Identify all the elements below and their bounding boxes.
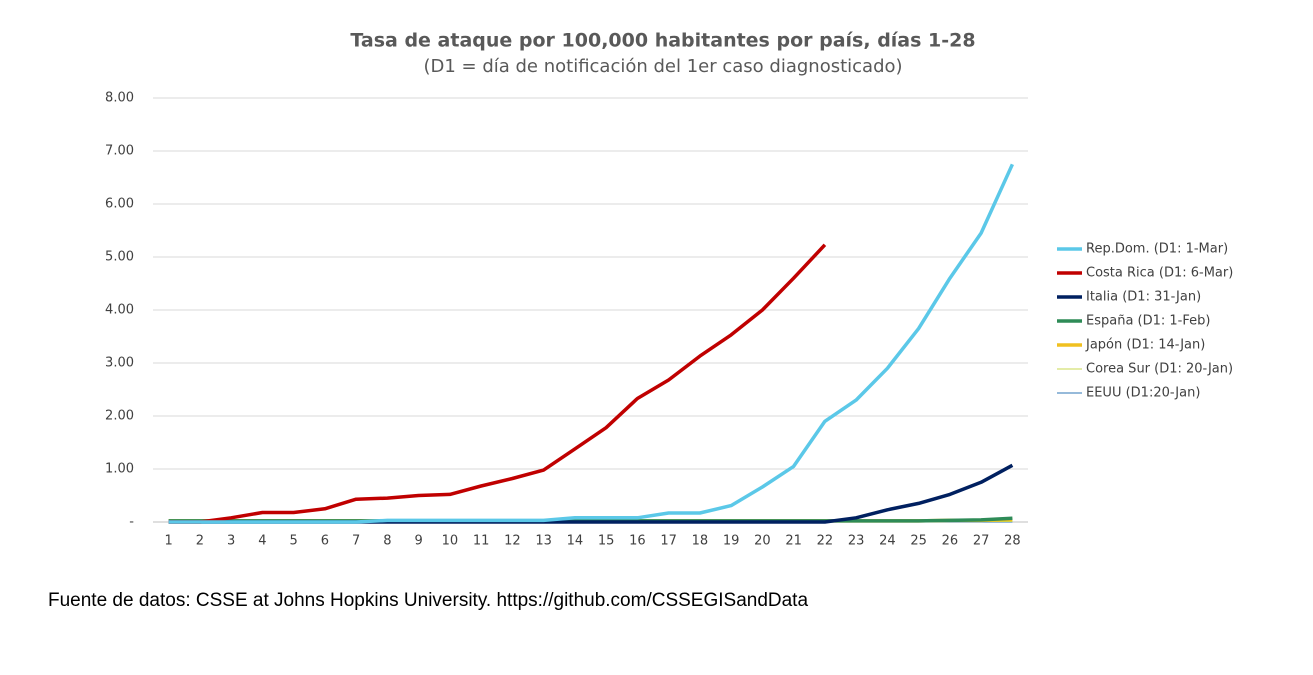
x-tick-label: 28 (1004, 534, 1021, 549)
x-tick-label: 19 (723, 534, 740, 549)
x-tick-label: 16 (629, 534, 646, 549)
x-tick-label: 14 (567, 534, 584, 549)
series-line (168, 163, 1014, 524)
x-tick-label: 18 (692, 534, 709, 549)
y-tick-label: 7.00 (105, 144, 134, 159)
legend-label: Corea Sur (D1: 20-Jan) (1086, 362, 1233, 377)
legend-label: Italia (D1: 31-Jan) (1086, 290, 1201, 305)
legend-label: Japón (D1: 14-Jan) (1085, 338, 1205, 353)
x-tick-label: 23 (848, 534, 865, 549)
x-tick-label: 22 (817, 534, 834, 549)
x-tick-label: 15 (598, 534, 615, 549)
x-tick-label: 9 (414, 534, 422, 549)
x-tick-label: 2 (196, 534, 204, 549)
source-note: Fuente de datos: CSSE at Johns Hopkins U… (48, 590, 808, 611)
legend-label: EEUU (D1:20-Jan) (1086, 386, 1200, 401)
y-tick-label: 3.00 (105, 356, 134, 371)
x-tick-label: 24 (879, 534, 896, 549)
y-tick-label: 1.00 (105, 462, 134, 477)
series-line (168, 243, 827, 524)
y-tick-label: 8.00 (105, 91, 134, 106)
x-tick-label: 10 (442, 534, 459, 549)
x-tick-label: 5 (289, 534, 297, 549)
y-tick-label: 5.00 (105, 250, 134, 265)
x-tick-label: 1 (164, 534, 172, 549)
x-tick-label: 3 (227, 534, 235, 549)
x-tick-label: 27 (973, 534, 990, 549)
x-tick-label: 21 (785, 534, 802, 549)
y-tick-label: - (129, 515, 134, 530)
x-tick-label: 7 (352, 534, 360, 549)
y-tick-label: 6.00 (105, 197, 134, 212)
x-tick-label: 25 (910, 534, 927, 549)
legend-label: Costa Rica (D1: 6-Mar) (1086, 266, 1233, 281)
x-tick-label: 17 (660, 534, 677, 549)
legend-label: Rep.Dom. (D1: 1-Mar) (1086, 242, 1228, 257)
x-tick-label: 26 (942, 534, 959, 549)
x-tick-label: 8 (383, 534, 391, 549)
y-tick-label: 2.00 (105, 409, 134, 424)
chart-subtitle: (D1 = día de notificación del 1er caso d… (423, 56, 902, 77)
chart-title: Tasa de ataque por 100,000 habitantes po… (350, 30, 975, 52)
x-tick-label: 11 (473, 534, 490, 549)
x-tick-label: 13 (535, 534, 552, 549)
x-tick-label: 20 (754, 534, 771, 549)
legend-label: España (D1: 1-Feb) (1086, 314, 1210, 329)
x-tick-label: 6 (321, 534, 329, 549)
x-tick-label: 4 (258, 534, 266, 549)
y-tick-label: 4.00 (105, 303, 134, 318)
x-tick-label: 12 (504, 534, 521, 549)
